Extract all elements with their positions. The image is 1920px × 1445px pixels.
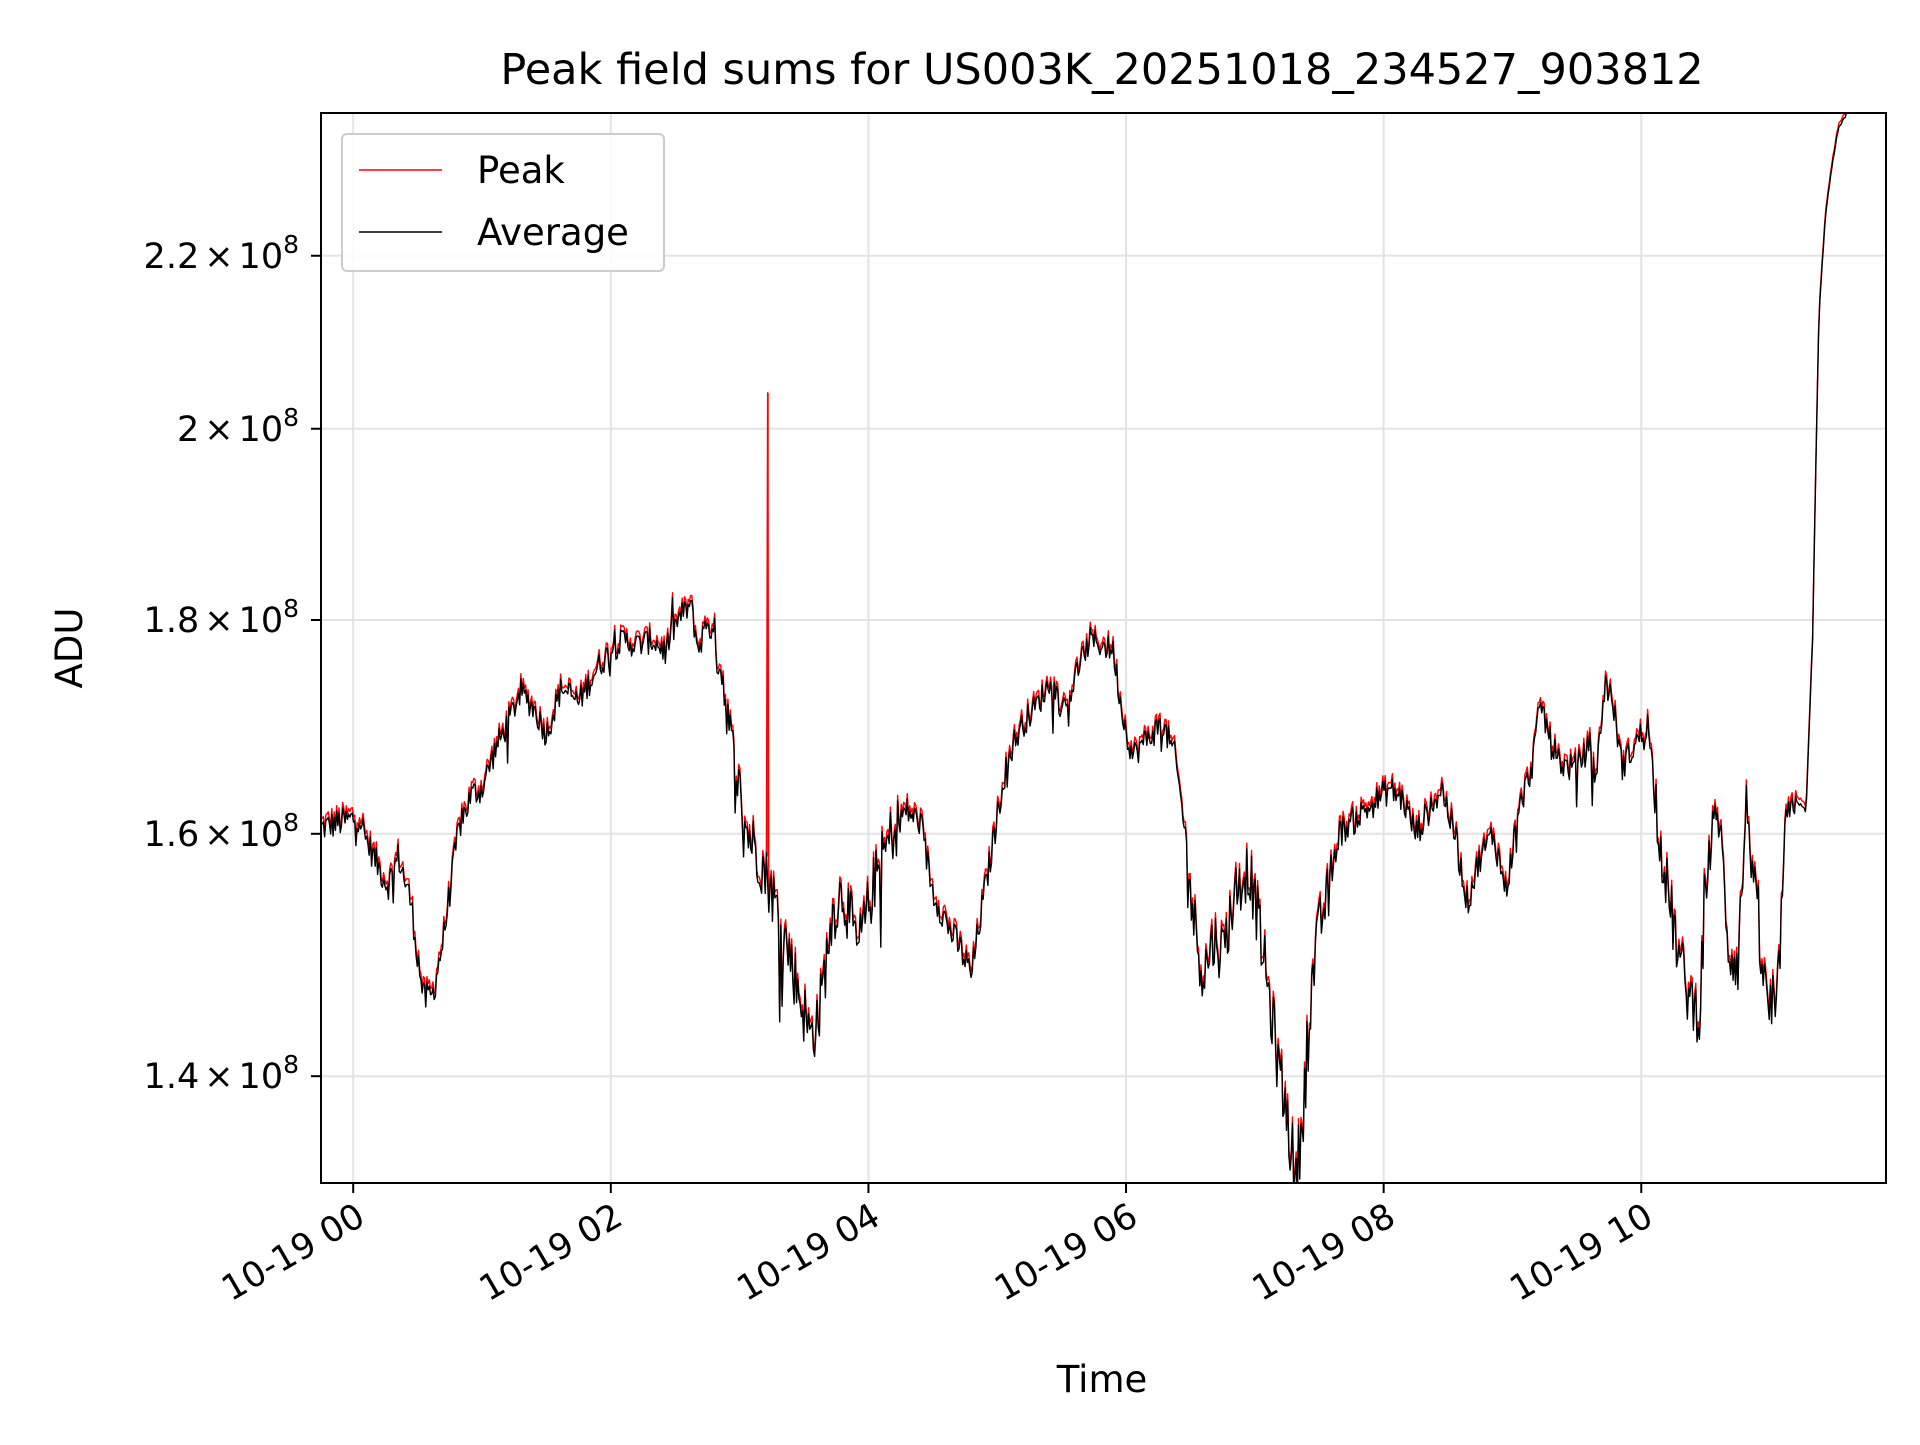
y-tick-label: 1.6 × 108 [144, 808, 299, 855]
series-line-average[interactable] [321, 113, 1847, 1198]
y-tick-label: 2.2 × 108 [144, 230, 299, 277]
y-tick-times: × [204, 815, 233, 855]
series-layer [321, 113, 1847, 1198]
y-tick-mantissa: 2.2 [144, 237, 200, 277]
y-tick-mantissa: 2 [177, 410, 199, 450]
y-tick-base: 10 [239, 237, 284, 277]
plot-frame [320, 112, 1887, 1184]
y-tick-mantissa: 1.6 [144, 815, 200, 855]
y-tick-exponent: 8 [283, 1050, 299, 1079]
y-tick-times: × [204, 601, 233, 641]
y-tick-base: 10 [239, 410, 284, 450]
x-axis-label: Time [1056, 1358, 1148, 1401]
y-axis-label: ADU [48, 608, 91, 689]
y-tick-base: 10 [239, 601, 284, 641]
y-tick-exponent: 8 [283, 230, 299, 259]
y-tick-mantissa: 1.4 [144, 1057, 200, 1097]
legend-label-peak: Peak [477, 149, 565, 192]
y-tick-times: × [204, 410, 233, 450]
y-tick-label: 1.8 × 108 [144, 594, 299, 641]
legend[interactable]: Peak Average [341, 133, 665, 272]
y-tick-label: 2 × 108 [177, 403, 299, 450]
y-tick-base: 10 [239, 815, 284, 855]
y-tick-mantissa: 1.8 [144, 601, 200, 641]
legend-label-average: Average [477, 211, 629, 254]
y-tick-label: 1.4 × 108 [144, 1050, 299, 1097]
y-tick-base: 10 [239, 1057, 284, 1097]
legend-box [341, 133, 665, 272]
y-tick-exponent: 8 [283, 403, 299, 432]
y-tick-exponent: 8 [283, 594, 299, 623]
y-tick-times: × [204, 237, 233, 277]
y-tick-exponent: 8 [283, 808, 299, 837]
y-tick-times: × [204, 1057, 233, 1097]
chart-title: Peak field sums for US003K_20251018_2345… [500, 45, 1703, 95]
